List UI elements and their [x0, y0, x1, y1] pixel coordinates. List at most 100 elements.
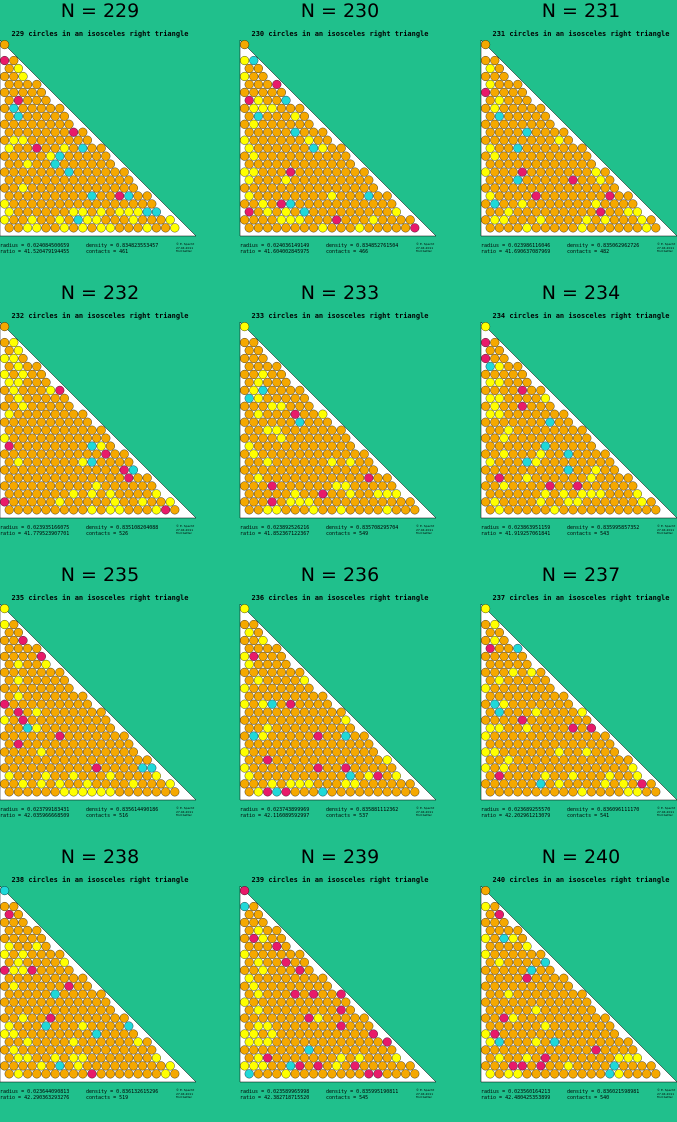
packed-circle: [50, 787, 60, 797]
packed-circle: [341, 465, 351, 475]
packed-circle: [59, 771, 69, 781]
packed-circle: [504, 1021, 514, 1031]
packed-circle: [545, 715, 555, 725]
packed-circle: [0, 683, 10, 693]
packed-circle: [9, 167, 19, 177]
packed-circle: [240, 497, 250, 507]
packed-circle: [46, 449, 56, 459]
packed-circle: [540, 425, 550, 435]
packed-circle: [382, 191, 392, 201]
panel-subtitle: 236 circles in an isosceles right triang…: [251, 594, 429, 602]
packed-circle: [46, 103, 56, 113]
packed-circle: [0, 401, 10, 411]
packing-panel: N = 229 229 circles in an isosceles right…: [0, 0, 200, 276]
packed-circle: [27, 731, 37, 741]
packed-circle: [263, 1053, 273, 1063]
packed-circle: [101, 183, 111, 193]
packed-circle: [517, 747, 527, 757]
packed-circle: [23, 175, 33, 185]
packed-circle: [355, 457, 365, 467]
packed-circle: [249, 1045, 259, 1055]
packed-circle: [318, 723, 328, 733]
packed-circle: [281, 377, 291, 387]
packed-circle: [0, 715, 10, 725]
packed-circle: [359, 481, 369, 491]
packed-circle: [55, 1045, 65, 1055]
packed-circle: [4, 691, 14, 701]
packed-circle: [13, 111, 23, 121]
packed-circle: [165, 1061, 175, 1071]
packed-circle: [364, 505, 374, 515]
packed-circle: [46, 683, 56, 693]
packed-circle: [508, 747, 518, 757]
packed-circle: [605, 473, 615, 483]
packed-circle: [101, 167, 111, 177]
packed-circle: [138, 199, 148, 209]
packed-circle: [536, 183, 546, 193]
packed-circle: [540, 191, 550, 201]
packed-circle: [536, 715, 546, 725]
packed-circle: [249, 779, 259, 789]
packed-circle: [582, 465, 592, 475]
packed-circle: [4, 175, 14, 185]
packed-circle: [59, 175, 69, 185]
packed-circle: [559, 973, 569, 983]
packed-circle: [96, 755, 106, 765]
packed-circle: [513, 79, 523, 89]
packed-circle: [619, 215, 629, 225]
packed-circle: [13, 79, 23, 89]
packed-circle: [522, 175, 532, 185]
packed-circle: [391, 207, 401, 217]
packed-circle: [119, 465, 129, 475]
packed-circle: [73, 997, 83, 1007]
packed-circle: [299, 159, 309, 169]
packed-circle: [249, 338, 259, 348]
packed-circle: [540, 957, 550, 967]
radius-value: radius = 0.023689255570: [481, 807, 551, 813]
packed-circle: [92, 1013, 102, 1023]
packed-circle: [559, 191, 569, 201]
packed-circle: [499, 385, 509, 395]
packed-circle: [336, 473, 346, 483]
packed-circle: [281, 973, 291, 983]
packed-circle: [41, 207, 51, 217]
packed-circle: [151, 1069, 161, 1079]
packed-circle: [573, 497, 583, 507]
packed-circle: [359, 731, 369, 741]
packed-circle: [18, 997, 28, 1007]
packed-circle: [41, 989, 51, 999]
packed-circle: [508, 385, 518, 395]
packed-circle: [92, 731, 102, 741]
packed-circle: [59, 1037, 69, 1047]
packed-circle: [359, 747, 369, 757]
packed-circle: [513, 1021, 523, 1031]
packed-circle: [345, 1021, 355, 1031]
packed-circle: [147, 1045, 157, 1055]
packed-circle: [119, 1061, 129, 1071]
packed-circle: [272, 473, 282, 483]
packed-circle: [513, 223, 523, 233]
packed-circle: [240, 119, 250, 129]
packed-circle: [115, 223, 125, 233]
packed-circle: [151, 223, 161, 233]
packed-circle: [596, 1021, 606, 1031]
packed-circle: [490, 433, 500, 443]
packed-circle: [78, 1021, 88, 1031]
packed-circle: [156, 779, 166, 789]
packed-circle: [147, 497, 157, 507]
packed-circle: [82, 199, 92, 209]
packed-circle: [32, 941, 42, 951]
packed-circle: [490, 87, 500, 97]
packed-circle: [559, 223, 569, 233]
packed-circle: [299, 989, 309, 999]
packed-circle: [36, 949, 46, 959]
packed-circle: [41, 143, 51, 153]
packed-circle: [499, 747, 509, 757]
packed-circle: [350, 763, 360, 773]
packed-circle: [573, 465, 583, 475]
packed-circle: [4, 159, 14, 169]
packed-circle: [410, 505, 420, 515]
packed-circle: [36, 449, 46, 459]
packed-circle: [605, 207, 615, 217]
packed-circle: [263, 787, 273, 797]
